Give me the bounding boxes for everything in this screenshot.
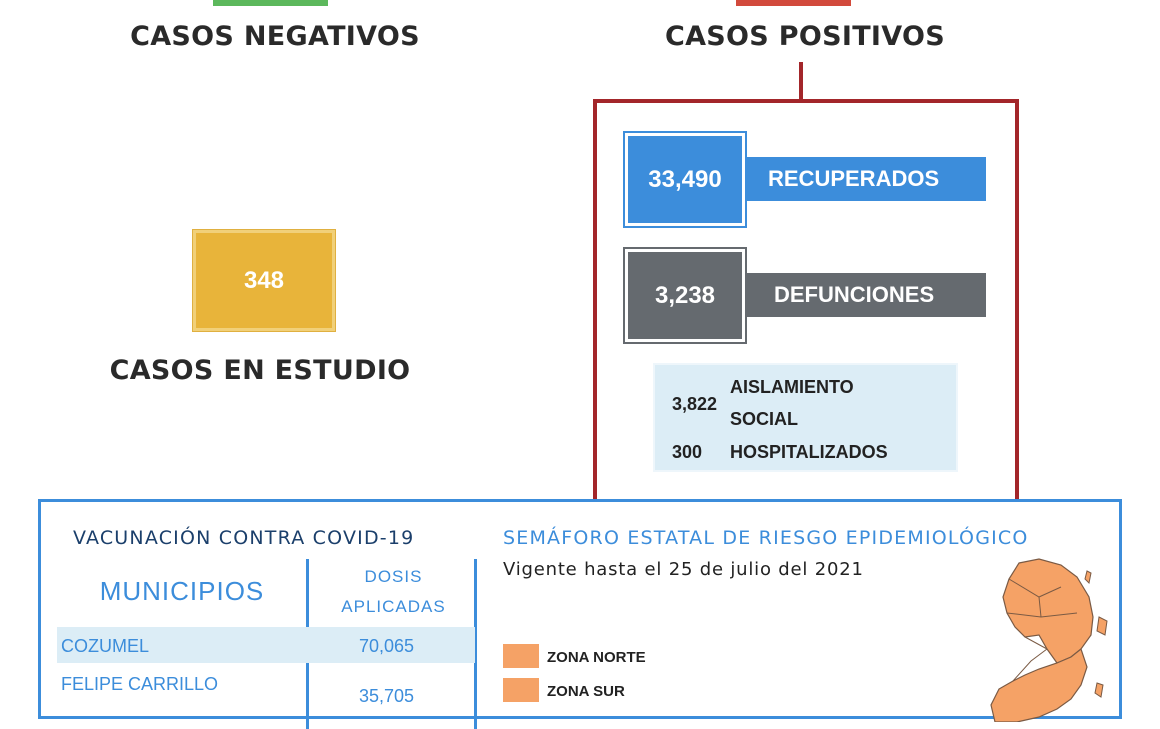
quintana-roo-map — [990, 558, 1108, 722]
hospitalized-value: 300 — [672, 442, 703, 462]
recovered-value-box: 33,490 — [623, 131, 747, 228]
positives-title: CASOS POSITIVOS — [665, 21, 945, 52]
legend-label-south: ZONA SUR — [547, 683, 625, 700]
positives-top-strip — [736, 0, 851, 6]
map-municipio-lines — [1006, 578, 1078, 682]
recovered-label: RECUPERADOS — [768, 166, 940, 191]
table-cell-municipio: COZUMEL — [61, 636, 150, 656]
isolation-label-line2: SOCIAL — [730, 409, 799, 429]
negatives-title: CASOS NEGATIVOS — [130, 21, 420, 52]
deaths-value: 3,238 — [654, 281, 716, 309]
study-cases-box: 348 — [192, 229, 336, 332]
table-cell-municipio: FELIPE CARRILLO — [61, 674, 219, 694]
isolation-value: 3,822 — [672, 394, 718, 414]
map-cozumel-island — [1096, 616, 1108, 636]
table-row-bg — [57, 627, 475, 663]
vaccination-panel: VACUNACIÓN CONTRA COVID-19 MUNICIPIOS DO… — [38, 499, 1122, 729]
table-cell-dosis: 70,065 — [359, 636, 415, 656]
study-cases-title: CASOS EN ESTUDIO — [109, 355, 411, 386]
map-isla-mujeres — [1084, 570, 1092, 585]
recovered-label-bar: RECUPERADOS — [740, 157, 986, 201]
map-zona-norte — [1002, 558, 1094, 664]
table-cell-dosis: 35,705 — [359, 686, 415, 706]
legend-swatch-south — [503, 678, 539, 702]
deaths-label: DEFUNCIONES — [774, 282, 935, 307]
column-divider-2 — [474, 559, 477, 729]
map-zona-sur — [990, 647, 1088, 722]
study-cases-value: 348 — [243, 266, 285, 294]
vaccination-title: VACUNACIÓN CONTRA COVID-19 — [73, 527, 415, 549]
semaforo-validity: Vigente hasta el 25 de julio del 2021 — [503, 559, 864, 580]
map-chinchorro — [1094, 682, 1104, 698]
deaths-label-bar: DEFUNCIONES — [740, 273, 986, 317]
positives-connector — [799, 62, 803, 102]
recovered-value: 33,490 — [648, 165, 722, 193]
negatives-top-strip — [213, 0, 328, 6]
doses-header-line2: APLICADAS — [341, 597, 446, 616]
isolation-hospital-box: 3,822 AISLAMIENTO SOCIAL 300 HOSPITALIZA… — [653, 363, 958, 472]
legend-swatch-north — [503, 644, 539, 668]
semaforo-title: SEMÁFORO ESTATAL DE RIESGO EPIDEMIOLÓGIC… — [503, 527, 1029, 549]
hospitalized-label: HOSPITALIZADOS — [730, 442, 888, 462]
legend-label-north: ZONA NORTE — [547, 649, 646, 666]
municipalities-header: MUNICIPIOS — [99, 576, 265, 606]
deaths-value-box: 3,238 — [623, 247, 747, 344]
doses-header-line1: DOSIS — [364, 567, 423, 586]
isolation-label-line1: AISLAMIENTO — [730, 377, 854, 397]
positives-frame — [593, 99, 1019, 529]
